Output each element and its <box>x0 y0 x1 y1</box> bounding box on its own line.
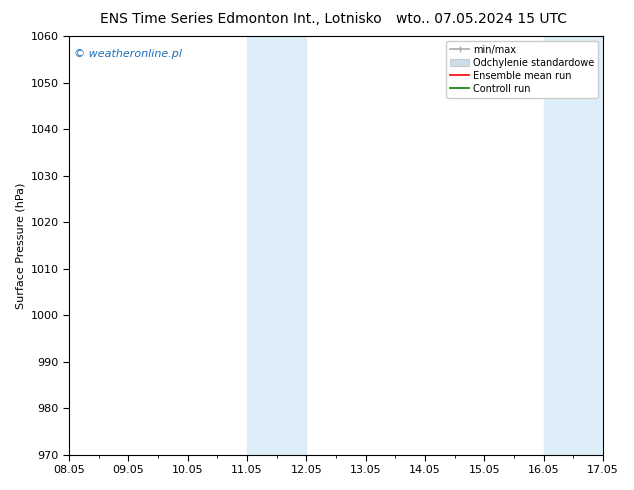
Text: wto.. 07.05.2024 15 UTC: wto.. 07.05.2024 15 UTC <box>396 12 567 26</box>
Text: ENS Time Series Edmonton Int., Lotnisko: ENS Time Series Edmonton Int., Lotnisko <box>100 12 382 26</box>
Bar <box>247 36 306 455</box>
Legend: min/max, Odchylenie standardowe, Ensemble mean run, Controll run: min/max, Odchylenie standardowe, Ensembl… <box>446 41 598 98</box>
Text: © weatheronline.pl: © weatheronline.pl <box>74 49 183 59</box>
Y-axis label: Surface Pressure (hPa): Surface Pressure (hPa) <box>15 182 25 309</box>
Bar <box>544 36 603 455</box>
